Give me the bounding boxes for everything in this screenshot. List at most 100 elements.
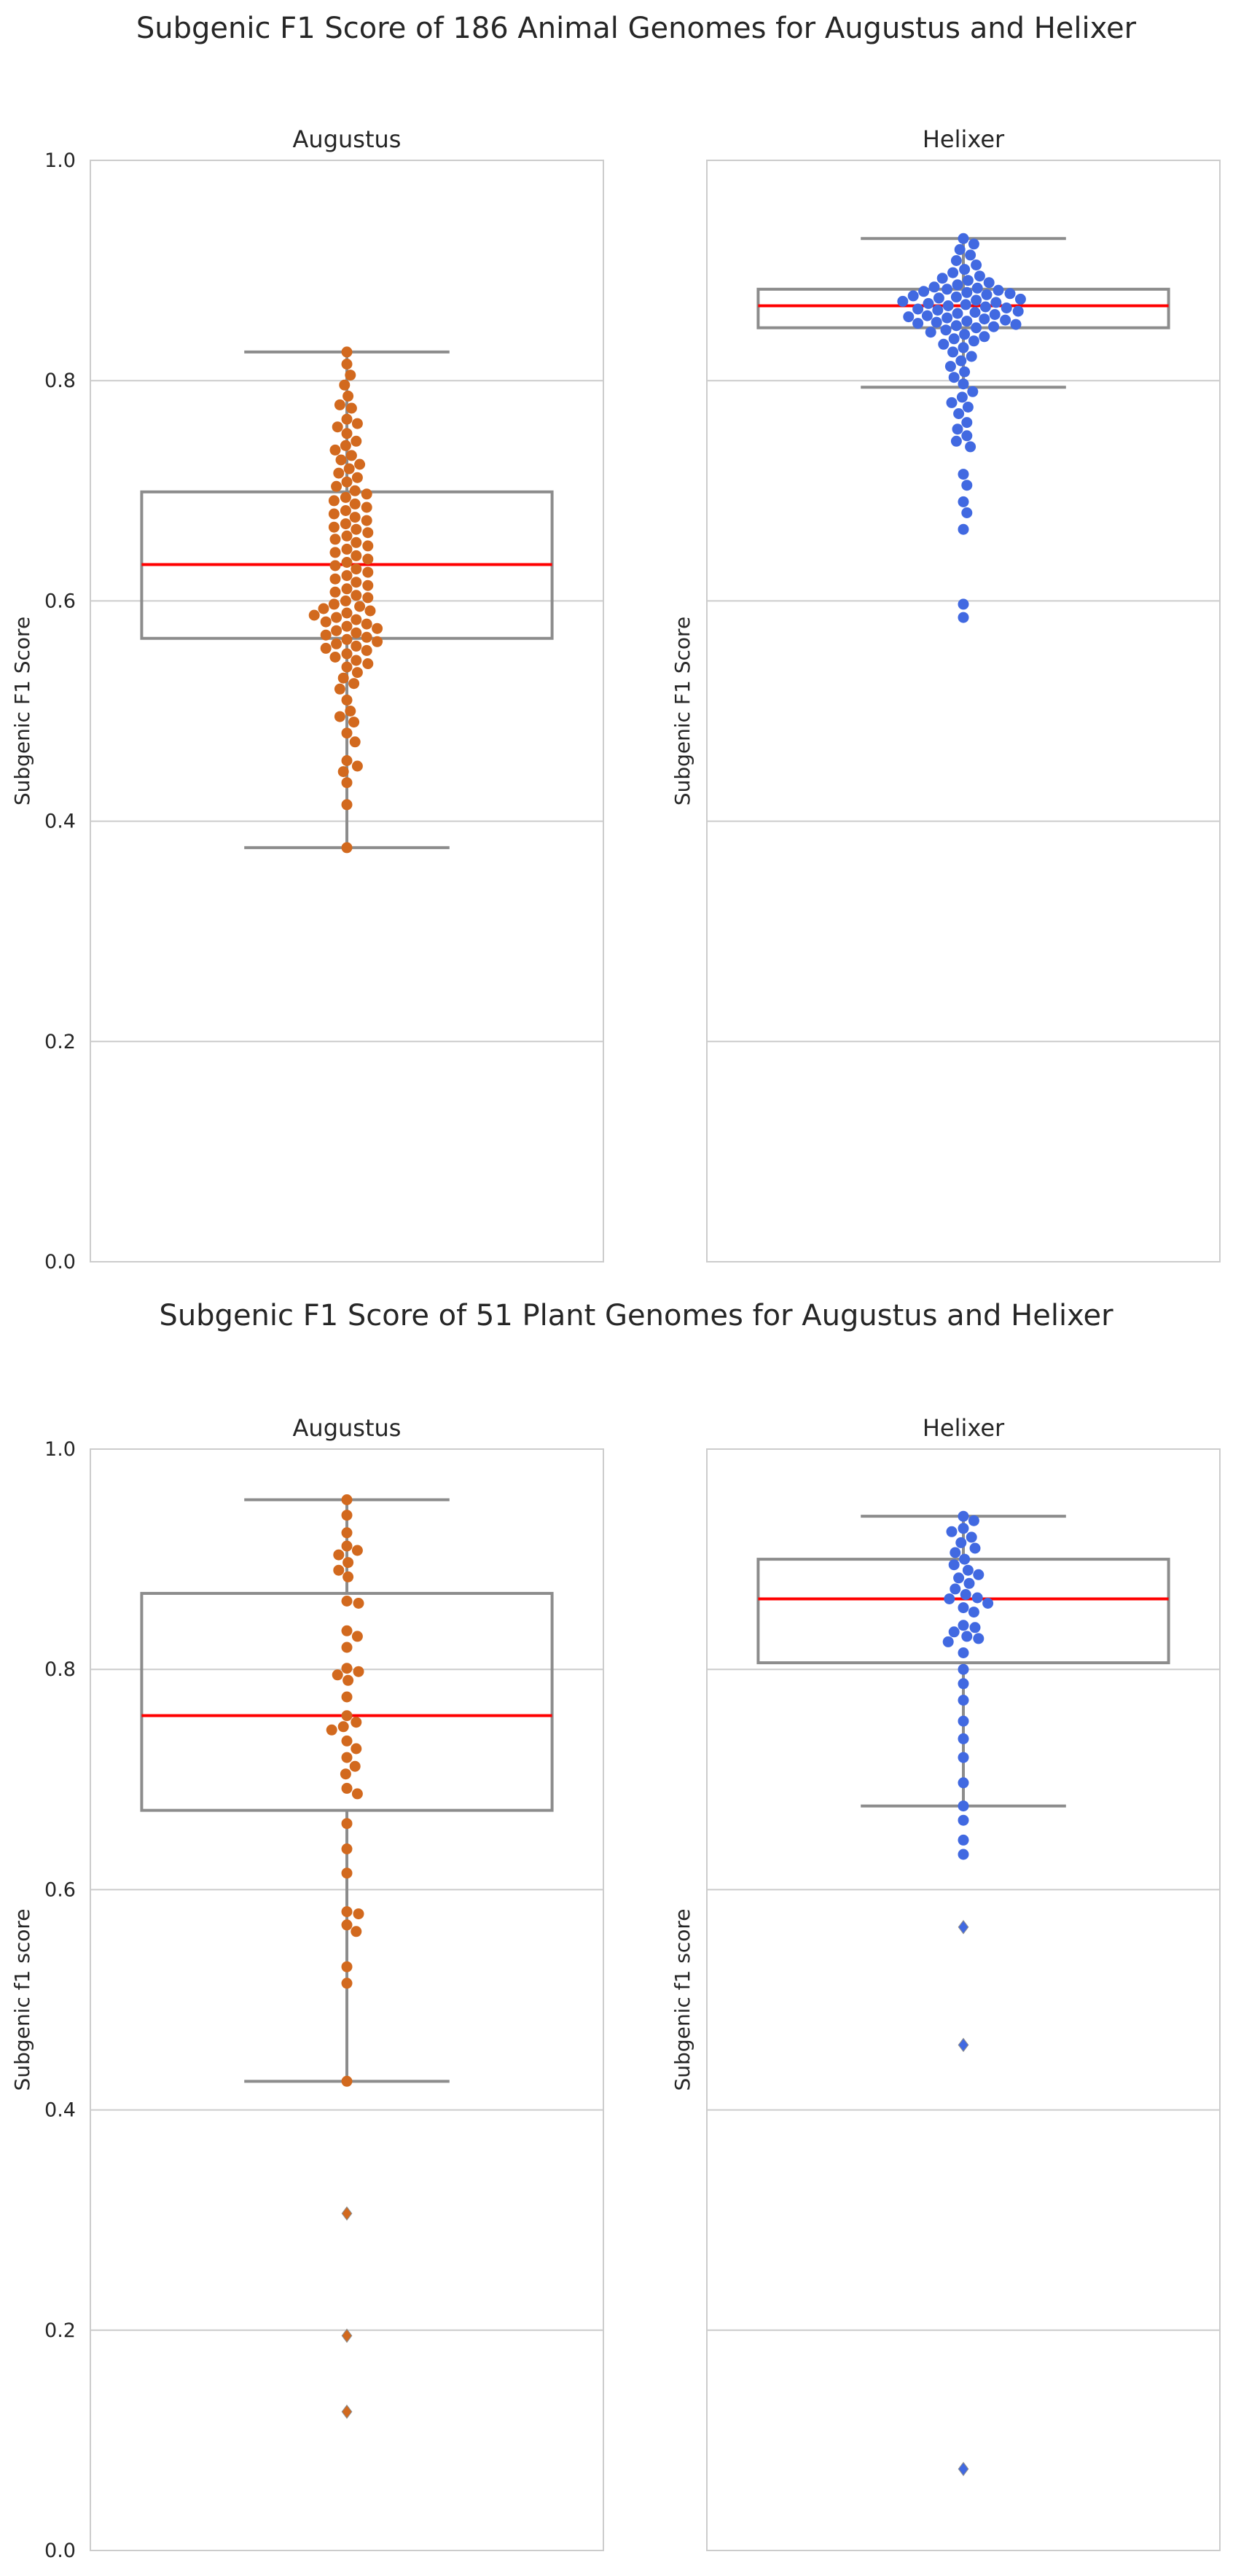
data-point [970, 307, 981, 318]
data-point [351, 563, 361, 574]
data-point [309, 610, 320, 621]
y-tick-label: 0.2 [44, 1031, 76, 1053]
data-point [988, 321, 999, 332]
data-point [972, 1593, 983, 1604]
data-point [958, 524, 969, 535]
data-point [342, 1752, 353, 1763]
data-point [964, 1578, 975, 1589]
data-point [342, 1625, 353, 1636]
data-point [342, 621, 353, 632]
data-point [958, 233, 969, 244]
data-point [958, 598, 969, 609]
data-point [342, 1642, 353, 1653]
data-point [958, 1678, 969, 1689]
data-point [963, 1565, 974, 1576]
data-point [351, 655, 361, 666]
data-point [362, 554, 373, 565]
data-point [1011, 319, 1022, 330]
data-point [961, 287, 972, 298]
data-point [958, 469, 969, 480]
data-point [342, 1541, 353, 1552]
data-point [334, 684, 345, 695]
data-point [963, 402, 974, 413]
data-point [342, 391, 353, 402]
data-point [354, 459, 365, 470]
data-point [951, 292, 962, 303]
data-point [342, 648, 353, 659]
data-point [1001, 303, 1012, 313]
data-point [352, 761, 363, 772]
data-point [351, 577, 361, 588]
data-point [973, 1569, 984, 1580]
data-point [336, 455, 347, 466]
data-point [351, 1717, 361, 1728]
data-point [346, 403, 357, 414]
data-point [342, 544, 353, 555]
data-point [338, 1721, 349, 1732]
data-point [342, 477, 353, 488]
data-point [330, 652, 341, 663]
data-point [365, 606, 376, 617]
data-point [351, 524, 361, 535]
data-point [949, 1626, 960, 1637]
data-point [949, 372, 960, 383]
data-point [342, 1978, 353, 1988]
data-point [971, 294, 982, 305]
data-point [333, 1565, 344, 1576]
y-tick-label: 0.0 [44, 1251, 76, 1273]
data-point [340, 505, 351, 516]
data-point [362, 527, 373, 538]
data-point [342, 346, 353, 357]
data-point [958, 1647, 969, 1658]
data-point [329, 495, 340, 506]
data-point [342, 755, 353, 766]
data-point [961, 316, 972, 327]
y-tick-label: 1.0 [44, 1438, 76, 1461]
data-point [342, 1692, 353, 1703]
y-tick-label: 0.8 [44, 370, 76, 392]
data-point [362, 658, 373, 669]
data-point [342, 531, 353, 542]
data-point [951, 436, 962, 447]
data-point [958, 1695, 969, 1706]
data-point [326, 1725, 337, 1736]
data-point [958, 1835, 969, 1846]
data-point [937, 273, 948, 284]
data-point [342, 777, 353, 788]
data-point [959, 264, 970, 275]
data-point [362, 567, 373, 578]
data-point [947, 346, 958, 357]
data-point [952, 279, 963, 290]
data-point [897, 296, 908, 307]
data-point [329, 598, 340, 609]
data-point [342, 1510, 353, 1521]
data-point [362, 592, 373, 603]
data-point [331, 639, 342, 649]
data-point [342, 1867, 353, 1878]
data-point [947, 1526, 958, 1537]
data-point [968, 335, 979, 346]
data-point [351, 1926, 361, 1937]
data-point [321, 617, 332, 628]
data-point [321, 630, 332, 641]
data-point [982, 1598, 993, 1609]
data-point [961, 430, 972, 441]
y-tick-label: 0.2 [44, 2319, 76, 2342]
data-point [949, 1559, 960, 1570]
data-point [949, 333, 960, 344]
data-point [958, 342, 969, 353]
data-point [342, 1572, 353, 1582]
y-tick-label: 1.0 [44, 149, 76, 172]
data-point [938, 339, 949, 350]
data-point [958, 378, 969, 389]
data-point [342, 799, 353, 810]
data-point [951, 255, 962, 266]
data-point [929, 281, 940, 292]
data-point [912, 304, 923, 315]
data-point [340, 1768, 351, 1779]
data-point [342, 842, 353, 853]
data-point [342, 2076, 353, 2087]
data-point [352, 1545, 363, 1556]
data-point [352, 1631, 363, 1642]
